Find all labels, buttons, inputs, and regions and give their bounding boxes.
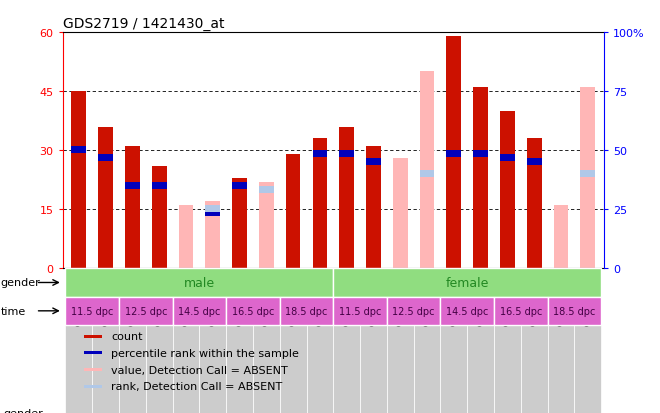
- Bar: [580, 171, 595, 178]
- Bar: [548, 269, 574, 413]
- Bar: [554, 206, 568, 269]
- Bar: [199, 269, 226, 413]
- Bar: [119, 297, 172, 325]
- Text: rank, Detection Call = ABSENT: rank, Detection Call = ABSENT: [112, 381, 282, 391]
- Bar: [366, 147, 381, 269]
- Bar: [84, 335, 102, 338]
- Bar: [205, 202, 220, 269]
- Bar: [473, 88, 488, 269]
- Bar: [98, 127, 113, 269]
- Text: 11.5 dpc: 11.5 dpc: [71, 306, 114, 316]
- Text: 14.5 dpc: 14.5 dpc: [178, 306, 220, 316]
- Bar: [65, 297, 119, 325]
- Bar: [232, 178, 247, 269]
- Bar: [226, 297, 280, 325]
- Bar: [387, 297, 440, 325]
- Bar: [473, 151, 488, 158]
- Bar: [574, 269, 601, 413]
- Bar: [71, 92, 86, 269]
- Text: 18.5 dpc: 18.5 dpc: [285, 306, 328, 316]
- Bar: [387, 269, 414, 413]
- Bar: [65, 269, 333, 297]
- Bar: [92, 269, 119, 413]
- Bar: [521, 269, 548, 413]
- Bar: [259, 182, 274, 269]
- Bar: [280, 269, 306, 413]
- Bar: [500, 155, 515, 162]
- Bar: [146, 269, 172, 413]
- Bar: [414, 269, 440, 413]
- Bar: [205, 210, 220, 217]
- Bar: [420, 72, 434, 269]
- Bar: [580, 88, 595, 269]
- Text: 14.5 dpc: 14.5 dpc: [446, 306, 488, 316]
- Bar: [253, 269, 280, 413]
- Bar: [232, 182, 247, 189]
- Bar: [98, 155, 113, 162]
- Bar: [333, 297, 387, 325]
- Bar: [259, 186, 274, 193]
- Bar: [333, 269, 601, 297]
- Bar: [84, 368, 102, 371]
- Bar: [172, 269, 199, 413]
- Bar: [205, 206, 220, 213]
- Text: 11.5 dpc: 11.5 dpc: [339, 306, 381, 316]
- Bar: [548, 297, 601, 325]
- Text: 16.5 dpc: 16.5 dpc: [232, 306, 274, 316]
- Bar: [84, 385, 102, 388]
- Text: time: time: [1, 306, 26, 316]
- Text: GDS2719 / 1421430_at: GDS2719 / 1421430_at: [63, 17, 224, 31]
- Text: 12.5 dpc: 12.5 dpc: [393, 306, 435, 316]
- Bar: [467, 269, 494, 413]
- Bar: [447, 151, 461, 158]
- Text: 16.5 dpc: 16.5 dpc: [500, 306, 542, 316]
- Text: 18.5 dpc: 18.5 dpc: [553, 306, 595, 316]
- Bar: [447, 37, 461, 269]
- Bar: [65, 269, 92, 413]
- Text: 12.5 dpc: 12.5 dpc: [125, 306, 167, 316]
- Bar: [152, 166, 166, 269]
- Text: percentile rank within the sample: percentile rank within the sample: [112, 348, 299, 358]
- Bar: [119, 269, 146, 413]
- Bar: [527, 139, 542, 269]
- Bar: [306, 269, 333, 413]
- Bar: [494, 269, 521, 413]
- Bar: [366, 159, 381, 166]
- Text: male: male: [183, 276, 215, 289]
- Bar: [71, 147, 86, 154]
- Bar: [494, 297, 548, 325]
- Bar: [226, 269, 253, 413]
- Bar: [393, 159, 408, 269]
- Bar: [179, 206, 193, 269]
- Bar: [440, 269, 467, 413]
- Text: gender: gender: [3, 408, 43, 413]
- Bar: [333, 269, 360, 413]
- Bar: [84, 351, 102, 355]
- Text: gender: gender: [1, 278, 40, 288]
- Bar: [339, 151, 354, 158]
- Bar: [313, 151, 327, 158]
- Bar: [339, 127, 354, 269]
- Bar: [360, 269, 387, 413]
- Text: female: female: [446, 276, 489, 289]
- Bar: [286, 155, 300, 269]
- Bar: [280, 297, 333, 325]
- Bar: [420, 171, 434, 178]
- Text: value, Detection Call = ABSENT: value, Detection Call = ABSENT: [112, 365, 288, 375]
- Bar: [125, 147, 140, 269]
- Bar: [172, 297, 226, 325]
- Bar: [125, 182, 140, 189]
- Bar: [152, 182, 166, 189]
- Bar: [527, 159, 542, 166]
- Bar: [313, 139, 327, 269]
- Bar: [440, 297, 494, 325]
- Text: count: count: [112, 332, 143, 342]
- Bar: [500, 112, 515, 269]
